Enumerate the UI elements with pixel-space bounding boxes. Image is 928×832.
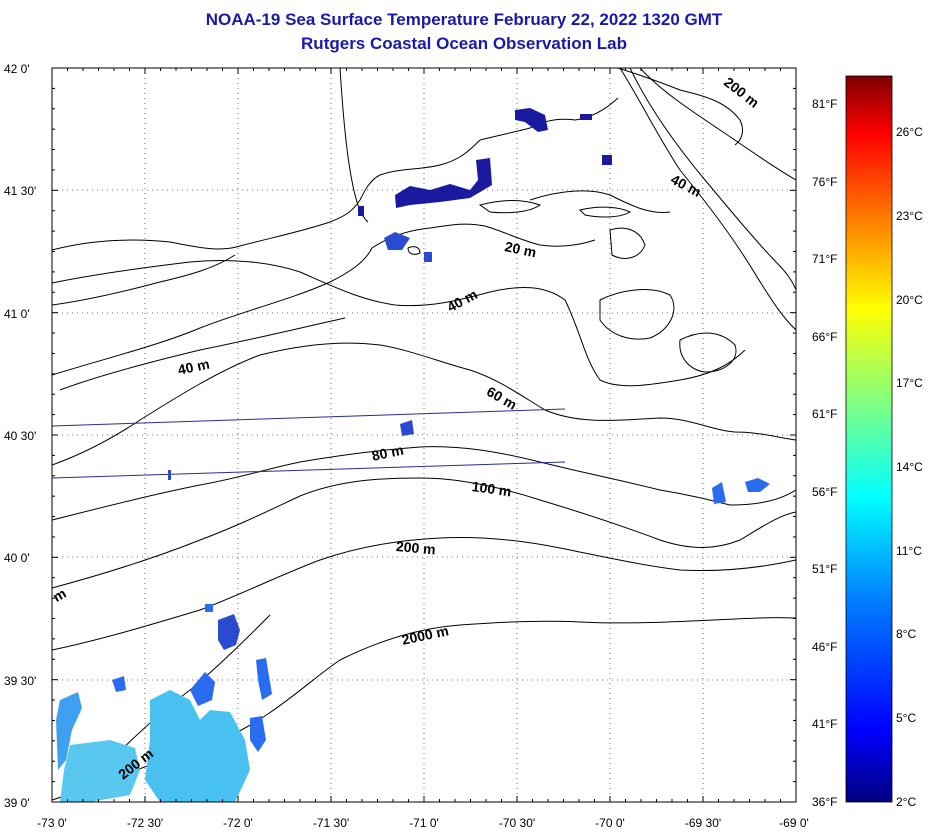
contour-ne-100m [629, 68, 796, 291]
sst-patch-small-2 [602, 155, 612, 165]
grid-lines [52, 68, 796, 802]
contour-60m [52, 342, 796, 466]
contour-ne-200m [639, 68, 796, 181]
sst-patch-warm-3 [145, 690, 250, 802]
celsius-label: 2°C [896, 795, 917, 809]
fahrenheit-label: 66°F [812, 330, 838, 344]
bay-coast [479, 97, 619, 141]
sst-patch-cape-north [515, 108, 548, 132]
new-england-coast [52, 139, 481, 251]
lat-label: 41 0' [4, 307, 30, 321]
lat-label: 39 30' [4, 674, 37, 688]
lat-label: 40 0' [4, 551, 30, 565]
fahrenheit-label: 76°F [812, 175, 838, 189]
lon-label: -70 0' [595, 816, 625, 830]
fahrenheit-label: 56°F [812, 485, 838, 499]
georges-shoal-3 [609, 227, 646, 259]
map-ticks [51, 67, 797, 803]
lon-label: -72 30' [126, 816, 164, 830]
sst-patch-shelf [400, 420, 414, 436]
sst-patch-small-4 [424, 252, 432, 262]
lat-label: 42 0' [4, 62, 30, 76]
celsius-label: 5°C [896, 711, 917, 725]
sst-patch-warm-5 [250, 716, 266, 752]
fahrenheit-label: 61°F [812, 407, 838, 421]
contour-200m [52, 536, 796, 651]
sst-patch-block-island [384, 232, 410, 250]
lon-label: -72 0' [223, 816, 253, 830]
long-island-north [52, 254, 236, 306]
colorbar [845, 75, 893, 803]
fahrenheit-label: 51°F [812, 562, 838, 576]
sst-patch-east [712, 478, 770, 504]
cape-cod [617, 68, 743, 146]
lon-label: -69 0' [779, 816, 809, 830]
lat-label: 40 30' [4, 429, 37, 443]
celsius-label: 14°C [896, 460, 923, 474]
mainland-coast [339, 68, 369, 223]
contour-80m [52, 446, 796, 521]
contour-20m [371, 223, 596, 249]
celsius-label: 23°C [896, 209, 923, 223]
block-island [407, 246, 421, 255]
sst-patch-warm-6 [256, 658, 272, 700]
fahrenheit-label: 36°F [812, 795, 838, 809]
depth-label-200m-south: 200 m [395, 538, 437, 558]
fahrenheit-label: 71°F [812, 252, 838, 266]
sst-patch-canyon [218, 614, 240, 650]
celsius-label: 17°C [896, 376, 923, 390]
satellite-track-2 [52, 461, 566, 479]
celsius-label: 8°C [896, 627, 917, 641]
contour-ne-40m [619, 68, 796, 331]
nantucket [579, 206, 632, 218]
long-island-coast [52, 247, 373, 376]
contour-100m [52, 477, 796, 589]
contour-40m-north [52, 259, 746, 387]
lon-label: -69 30' [684, 816, 722, 830]
fahrenheit-label: 81°F [812, 97, 838, 111]
lon-label: -70 30' [498, 816, 536, 830]
celsius-label: 26°C [896, 125, 923, 139]
sst-patch-small-5 [168, 470, 171, 480]
satellite-track-1 [52, 408, 566, 427]
georges-shoal-2 [679, 332, 737, 373]
sst-patch-buzzards-bay [395, 158, 492, 208]
sst-patch-small-6 [205, 604, 213, 612]
georges-shoal-1 [599, 289, 675, 340]
lat-label: 39 0' [4, 796, 30, 810]
sst-patch-small-3 [358, 206, 364, 216]
sst-patch-warm-1 [56, 692, 82, 770]
celsius-label: 11°C [896, 544, 922, 558]
sst-patch-warm-7 [112, 676, 126, 692]
celsius-label: 20°C [896, 293, 923, 307]
map-subtitle: Rutgers Coastal Ocean Observation Lab [301, 34, 627, 53]
nantucket-shoals [529, 190, 671, 214]
map-title: NOAA-19 Sea Surface Temperature February… [205, 10, 723, 29]
fahrenheit-label: 41°F [812, 717, 838, 731]
sst-patch-warm-4 [190, 672, 215, 706]
marthas-vineyard [478, 200, 542, 214]
contour-40m-south [59, 317, 346, 391]
fahrenheit-label: 46°F [812, 640, 838, 654]
sst-patch-small-1 [580, 114, 592, 120]
lon-label: -73 0' [37, 816, 67, 830]
lat-label: 41 30' [4, 184, 37, 198]
sst-patch-warm-2 [60, 740, 140, 802]
lon-label: -71 30' [312, 816, 350, 830]
lon-label: -71 0' [409, 816, 439, 830]
